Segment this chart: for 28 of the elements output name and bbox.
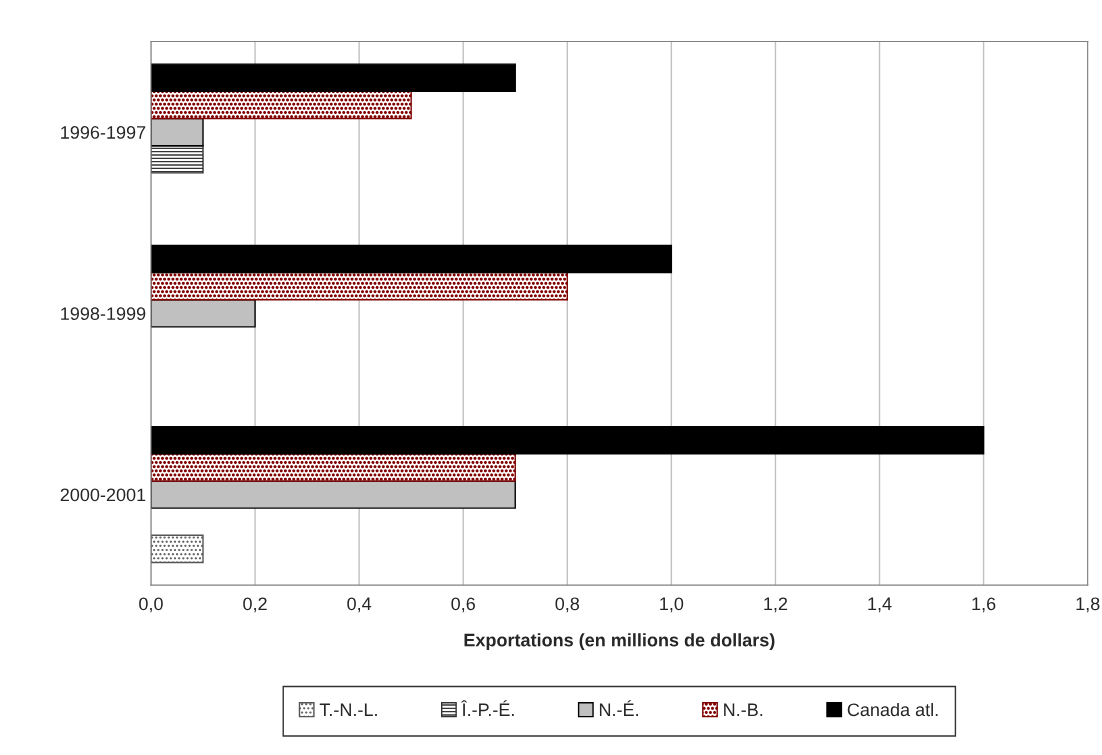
x-tick-label: 0,8 xyxy=(555,597,580,613)
x-tick-label: 1,8 xyxy=(1076,597,1100,613)
x-tick-label: 1,6 xyxy=(972,597,996,613)
x-axis-title: Exportations (en millions de dollars) xyxy=(464,633,775,651)
bar xyxy=(150,90,412,120)
legend-label: Î.-P.-É. xyxy=(461,700,514,716)
y-tick-label: 1996-1997 xyxy=(61,126,146,139)
x-tick-label: 0,6 xyxy=(451,597,475,613)
x-tick-label: 1,4 xyxy=(868,597,892,613)
y-tick-label: 2000-2001 xyxy=(60,488,146,502)
x-tick-label: 1,2 xyxy=(764,597,788,613)
legend-label: N.-É. xyxy=(599,700,638,716)
x-tick-label: 0,0 xyxy=(139,597,163,613)
x-tick-label: 1,0 xyxy=(660,597,684,613)
bar xyxy=(150,244,673,274)
bar xyxy=(150,425,985,455)
legend-label: Canada atl. xyxy=(847,702,938,717)
bar xyxy=(150,271,568,301)
bar xyxy=(150,534,204,564)
x-tick-label: 0,2 xyxy=(243,597,267,613)
bar xyxy=(150,145,204,174)
y-tick-label: 1998-1999 xyxy=(61,307,146,321)
x-tick-label: 0,4 xyxy=(347,597,372,613)
bar xyxy=(150,453,516,482)
bar xyxy=(150,117,204,147)
bar xyxy=(150,63,516,93)
legend-label: N.-B. xyxy=(724,703,763,716)
legend-label: T.-N.-L. xyxy=(319,703,377,716)
